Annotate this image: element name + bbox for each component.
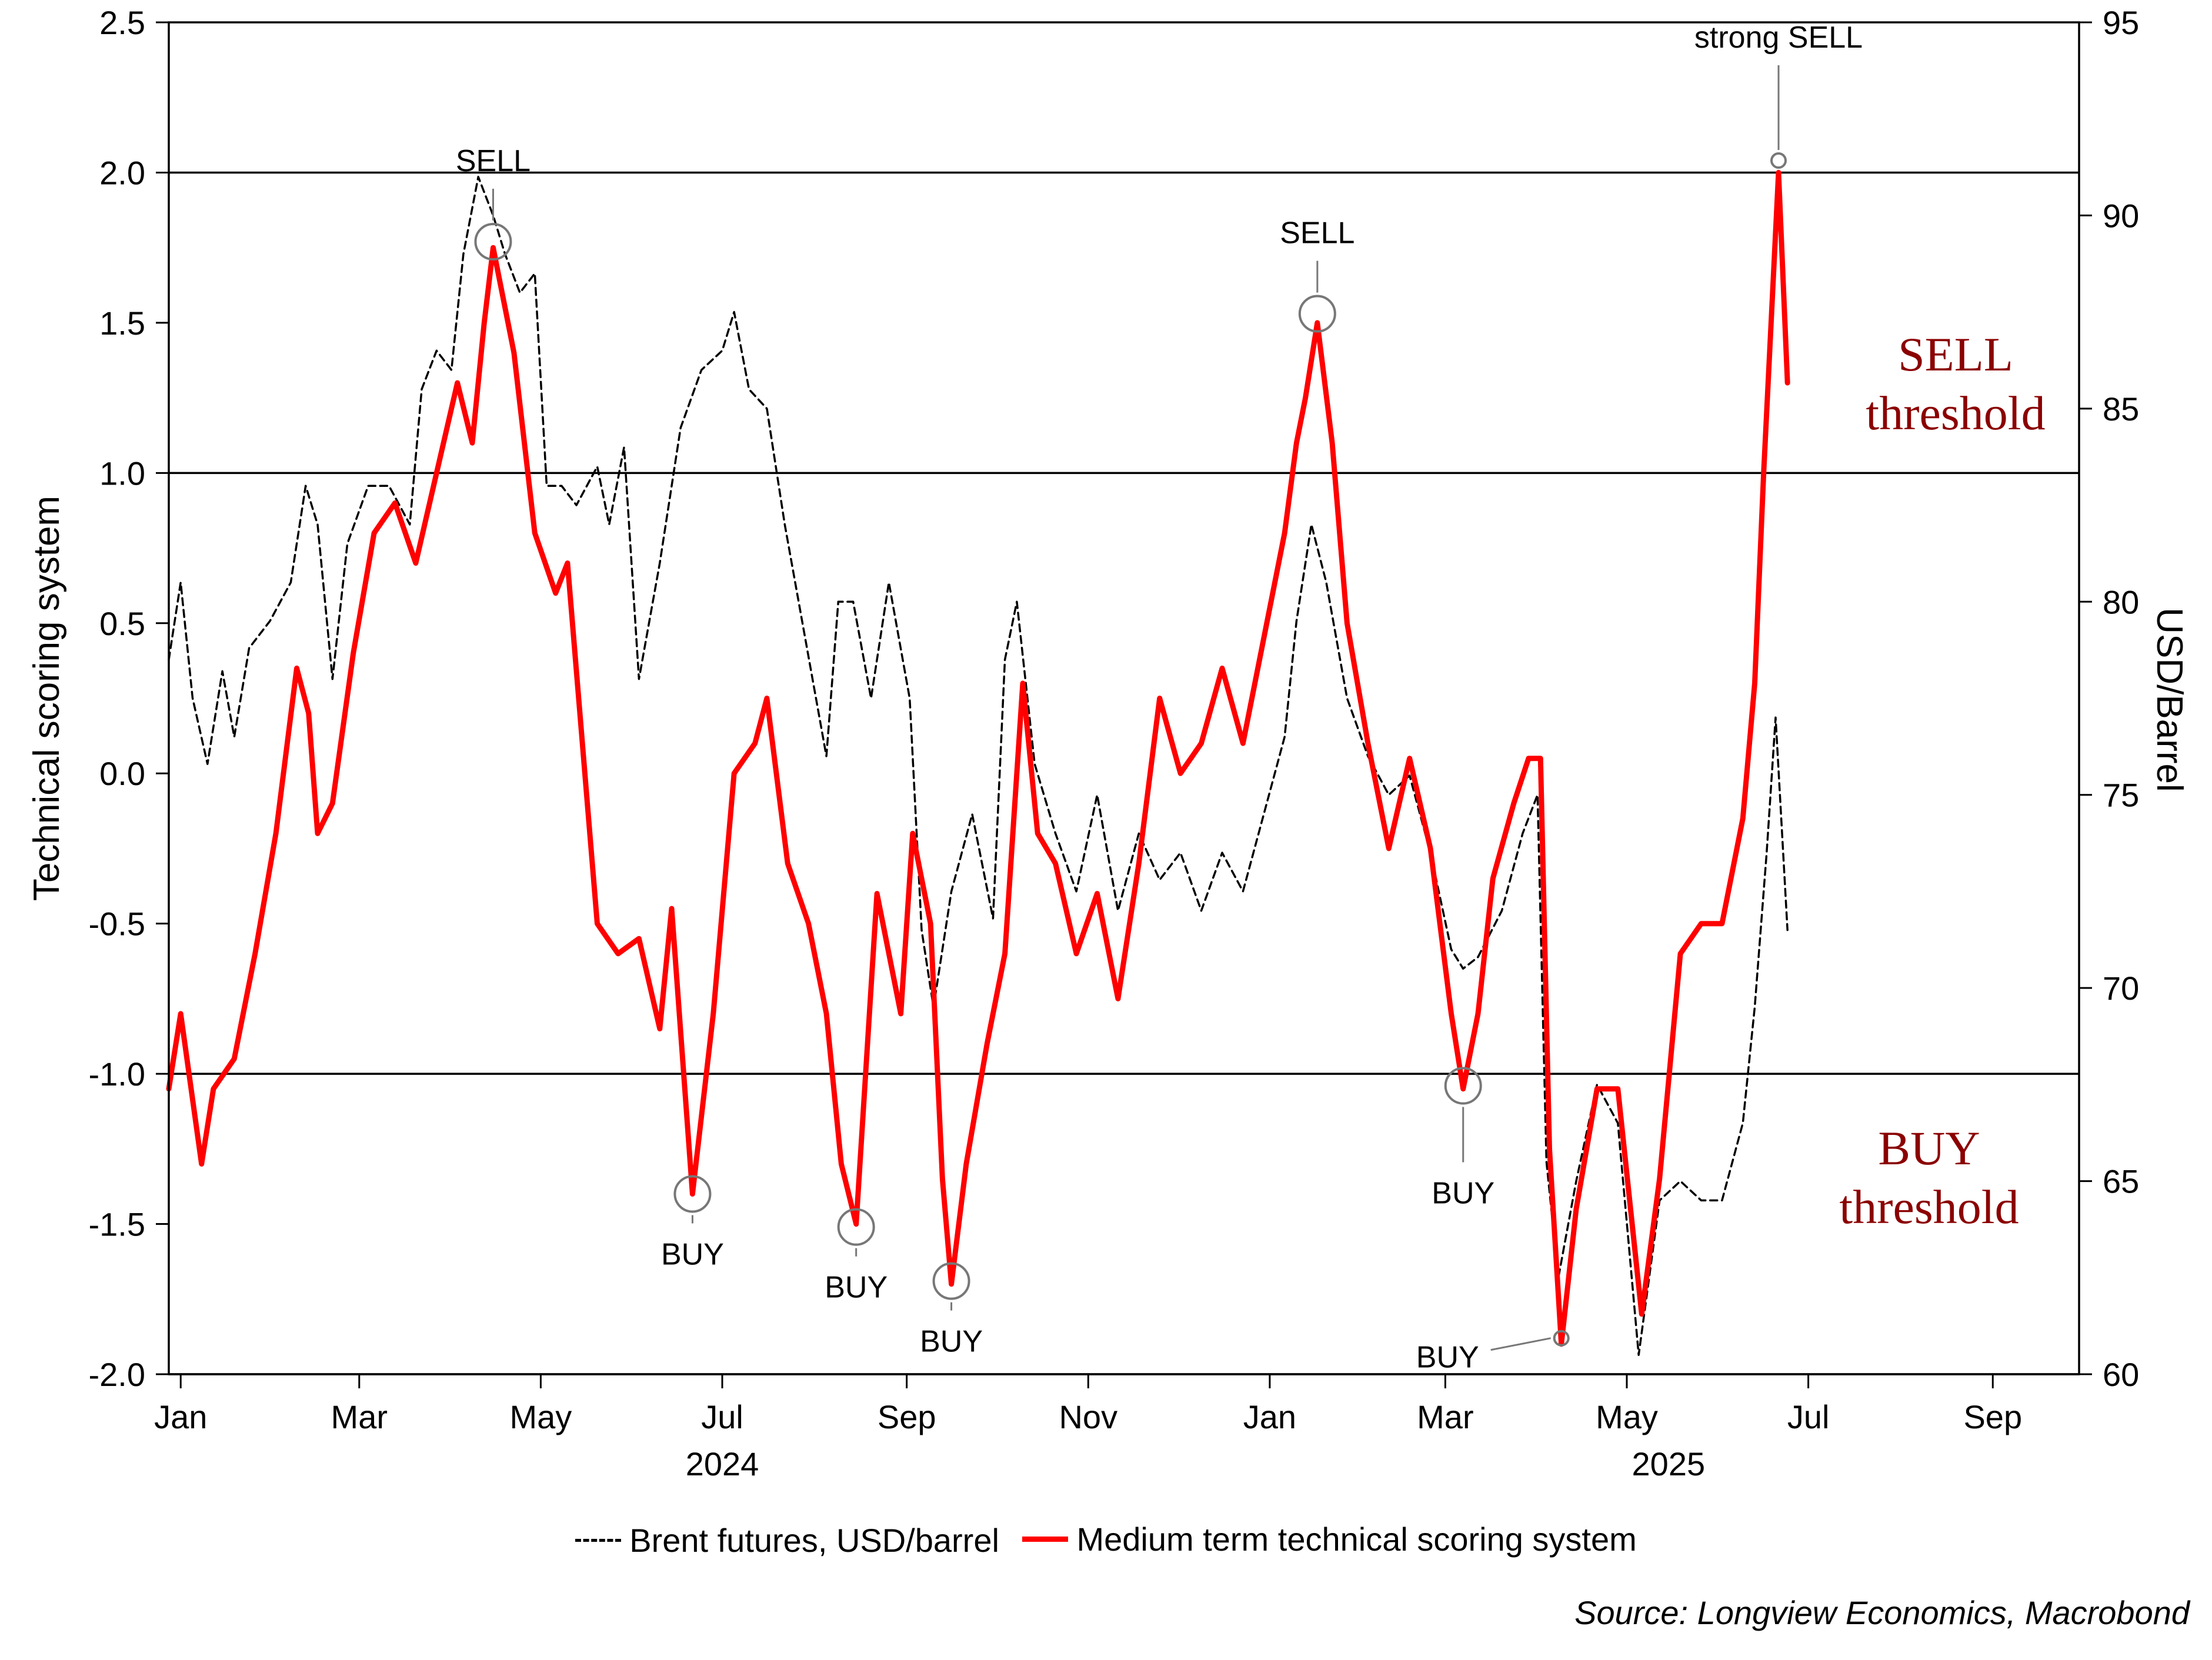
signal-label: BUY [1416, 1341, 1479, 1375]
signal-marker [932, 1262, 970, 1300]
x-tick-label: Jan [154, 1398, 207, 1435]
score-series [166, 169, 1790, 1347]
signal-label: BUY [661, 1237, 724, 1271]
x-tick-label: Sep [878, 1398, 936, 1435]
left-tick-label: -2.0 [89, 1356, 146, 1393]
legend-swatch-brent [575, 1539, 622, 1542]
x-tick-label: Jul [1787, 1398, 1830, 1435]
right-tick-label: 95 [2103, 4, 2139, 41]
x-tick-label: Jul [701, 1398, 743, 1435]
sell-threshold-label: threshold [1866, 386, 2045, 440]
signal-leader [1490, 1337, 1551, 1351]
signal-label: BUY [825, 1271, 888, 1305]
right-tick-label: 90 [2103, 197, 2139, 234]
left-tick-label: 0.5 [99, 605, 145, 642]
signal-marker [673, 1175, 712, 1213]
buy-threshold-label: BUY [1878, 1121, 1980, 1175]
left-tick-label: 2.5 [99, 4, 145, 41]
right-tick-label: 75 [2103, 777, 2139, 814]
right-tick-label: 60 [2103, 1356, 2139, 1393]
source-note: Source: Longview Economics, Macrobond [1574, 1594, 2190, 1631]
legend: Brent futures, USD/barrel Medium term te… [0, 1511, 2212, 1559]
signal-annotations: SELL BUY BUY BUY SELL BUY BUY strong SELL [456, 21, 1863, 1375]
signal-marker [1298, 295, 1336, 333]
x-tick-label: Sep [1963, 1398, 2022, 1435]
right-tick-label: 70 [2103, 970, 2139, 1007]
brent-line [168, 175, 1789, 1356]
signal-marker [837, 1208, 875, 1246]
right-tick-label: 65 [2103, 1163, 2139, 1200]
plot-frame [168, 21, 2080, 1375]
x-tick-label: May [1596, 1398, 1658, 1435]
x-tick-label: Nov [1059, 1398, 1117, 1435]
legend-label-brent: Brent futures, USD/barrel [629, 1522, 999, 1559]
signal-marker [474, 222, 512, 260]
right-tick-label: 85 [2103, 390, 2139, 427]
buy-threshold-label: threshold [1839, 1180, 2019, 1234]
left-tick-label: -0.5 [89, 906, 146, 943]
x-tick-label: Jan [1243, 1398, 1296, 1435]
x-year-label: 2024 [686, 1445, 759, 1482]
legend-item-brent: Brent futures, USD/barrel [575, 1521, 999, 1559]
x-tick-label: Mar [1417, 1398, 1473, 1435]
left-tick-label: 1.5 [99, 305, 145, 342]
legend-label-score: Medium term technical scoring system [1076, 1521, 1637, 1558]
left-tick-label: -1.0 [89, 1056, 146, 1093]
score-line [166, 169, 1790, 1347]
signal-marker [1553, 1330, 1570, 1347]
left-tick-label: 1.0 [99, 455, 145, 492]
signal-marker [1444, 1067, 1482, 1105]
left-axis-title: Technical scoring system [26, 496, 67, 901]
left-tick-label: 0.0 [99, 755, 145, 792]
brent-series [168, 175, 1789, 1356]
left-tick-label: 2.0 [99, 154, 145, 191]
x-tick-label: May [510, 1398, 572, 1435]
x-tick-label: Mar [331, 1398, 388, 1435]
signal-label: strong SELL [1694, 21, 1863, 55]
sell-threshold-label: SELL [1898, 328, 2013, 381]
threshold-lines [169, 171, 2079, 1375]
legend-item-score: Medium term technical scoring system [1022, 1520, 1637, 1558]
signal-label: BUY [920, 1325, 983, 1359]
right-tick-label: 80 [2103, 583, 2139, 620]
x-year-label: 2025 [1632, 1445, 1706, 1482]
legend-swatch-score [1022, 1537, 1069, 1542]
signal-marker [1770, 152, 1787, 169]
left-tick-label: -1.5 [89, 1206, 146, 1243]
signal-label: SELL [456, 144, 531, 178]
signal-label: BUY [1432, 1177, 1494, 1211]
axes: 2.5 2.0 1.5 1.0 0.5 0.0 -0.5 -1.0 -1.5 -2.0 95 90 85… [26, 4, 2190, 1482]
signal-label: SELL [1280, 216, 1354, 250]
right-axis-title: USD/Barrel [2149, 607, 2190, 792]
